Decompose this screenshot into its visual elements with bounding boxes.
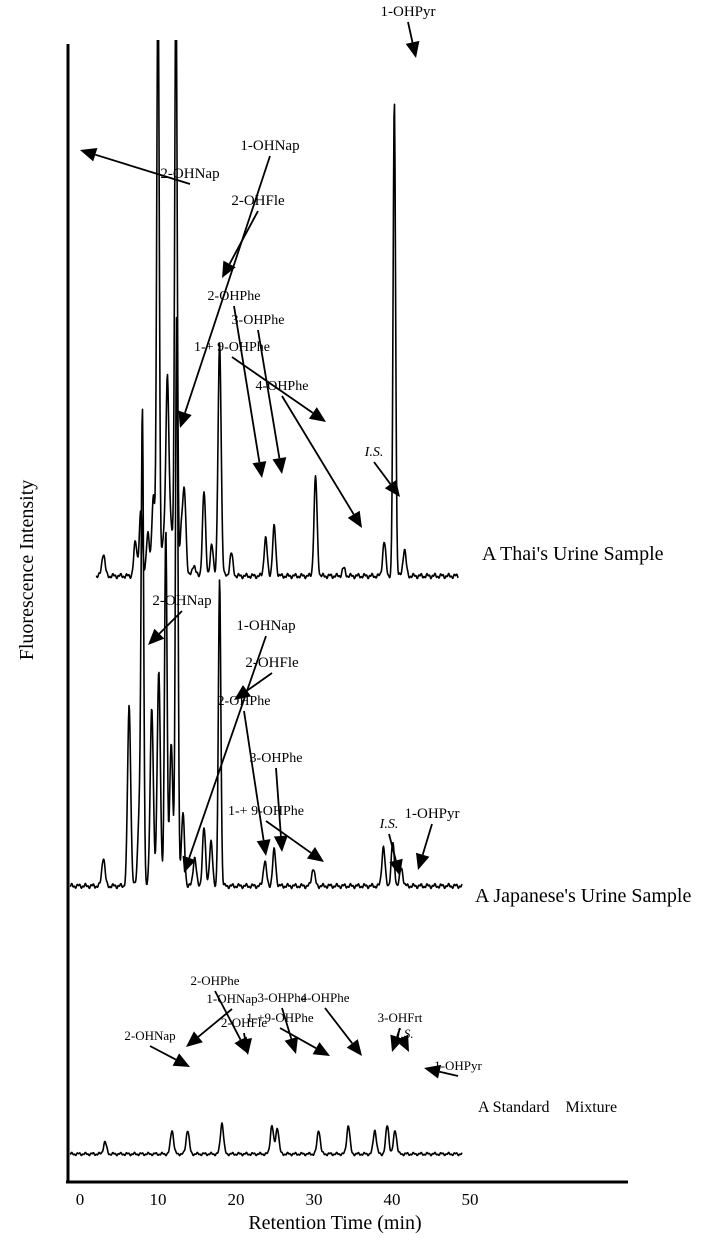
x-tick-label: 30 (306, 1190, 323, 1209)
annotation-label: 2-OHNap (152, 593, 211, 609)
series-label-japanese: A Japanese's Urine Sample (475, 885, 691, 907)
annotation-arrow-head (182, 855, 196, 873)
annotation-label: 1-OHNap (236, 618, 295, 634)
annotation-arrow-head (416, 852, 430, 870)
annotation-arrow-head (252, 461, 267, 478)
x-tick-label: 20 (228, 1190, 245, 1209)
annotation-label: 2-OHFle (231, 193, 285, 209)
annotation-arrow-line (214, 990, 242, 1041)
annotation-label: 2-OHPhe (218, 694, 271, 709)
annotation-arrow-line (388, 833, 397, 861)
annotation-arrow-line (265, 820, 312, 854)
trace-layer (69, 40, 463, 1157)
annotation-label: 2-OHPhe (190, 973, 239, 988)
annotation-arrow-line (243, 710, 265, 841)
y-axis-title: Fluorescence Intensity (16, 480, 38, 661)
annotation-label: 2-OHPhe (208, 289, 261, 304)
trace-line-2 (69, 1122, 463, 1157)
annotation-label: 1-OHNap (240, 138, 299, 154)
x-axis-title: Retention Time (min) (248, 1212, 421, 1234)
annotation-arrow-line (158, 610, 183, 635)
annotation-arrow-head (178, 410, 192, 428)
annotation-arrow-line (228, 210, 259, 265)
annotation-arrow-head (284, 1036, 298, 1054)
series-label-thai: A Thai's Urine Sample (482, 543, 664, 565)
annotation-label: 1-+ 9-OHPhe (194, 340, 270, 355)
annotation-arrow-head (256, 839, 271, 856)
annotation-arrow-line (233, 305, 261, 463)
annotation-label: 1-OHNap (206, 991, 257, 1006)
annotation-arrow-line (231, 356, 314, 414)
annotation-arrow-line (184, 155, 271, 414)
annotation-label: 1-OHPyr (381, 4, 436, 20)
annotation-arrow-head (148, 628, 165, 645)
annotation-arrow-head (306, 847, 324, 862)
annotation-arrow-head (347, 510, 362, 528)
annotation-arrow-line (373, 461, 392, 485)
annotation-arrow-head (234, 1036, 248, 1054)
annotation-arrow-line (324, 1007, 353, 1044)
annotation-label: 1-OHPyr (434, 1058, 482, 1073)
annotation-arrow-head (389, 858, 403, 876)
annotation-layer: 2-OHNap 1-OHNap 2-OHFle 2-OHPhe 3-OHPhe 1-+ 9… (80, 4, 482, 1079)
annotation-label: 1-+ 9-OHPhe (228, 804, 304, 819)
annotation-arrow-line (188, 635, 267, 859)
annotation-label: I.S. (395, 1026, 413, 1041)
annotation-arrow-head (172, 1053, 190, 1067)
x-tick-layer: 0 10 20 30 40 50 (76, 1190, 479, 1209)
annotation-label: 4-OHPhe (300, 990, 349, 1005)
annotation-label: 3-OHPhe (250, 751, 303, 766)
x-tick-label: 10 (150, 1190, 167, 1209)
annotation-label: 3-OHPhe (257, 990, 306, 1005)
annotation-arrow-line (396, 1027, 401, 1038)
annotation-arrow-head (308, 407, 326, 422)
annotation-arrow-line (281, 395, 355, 515)
annotation-arrow-line (407, 21, 414, 43)
annotation-label: 1-OHPyr (405, 806, 460, 822)
annotation-label: 2-OHNap (124, 1028, 175, 1043)
annotation-arrow-head (273, 835, 288, 852)
trace-line-0 (95, 40, 459, 580)
annotation-arrow-head (346, 1039, 362, 1056)
annotation-arrow-head (234, 685, 252, 700)
annotation-arrow-line (439, 1070, 459, 1077)
annotation-arrow-head (312, 1042, 330, 1056)
annotation-arrow-head (395, 1034, 409, 1052)
annotation-label: 2-OHFle (245, 655, 299, 671)
annotation-arrow-head (186, 1031, 203, 1047)
annotation-arrow-line (421, 823, 433, 855)
annotation-arrow-line (149, 1045, 177, 1061)
annotation-arrow-line (275, 767, 282, 837)
annotation-arrow-head (272, 457, 287, 474)
annotation-arrow-line (279, 1027, 317, 1049)
series-label-standard: A Standard Mixture (478, 1099, 617, 1116)
annotation-label: I.S. (379, 817, 399, 832)
annotation-arrow-line (257, 329, 281, 459)
annotation-arrow-head (405, 40, 420, 58)
x-tick-label: 0 (76, 1190, 85, 1209)
annotation-label: 3-OHFrt (378, 1010, 423, 1025)
annotation-label: 3-OHPhe (232, 313, 285, 328)
annotation-arrow-head (384, 480, 400, 497)
annotation-label: 4-OHPhe (256, 379, 309, 394)
annotation-label: I.S. (364, 445, 384, 460)
annotation-arrow-head (222, 260, 236, 278)
x-tick-label: 50 (462, 1190, 479, 1209)
annotation-arrow-head (424, 1064, 442, 1079)
trace-line-1 (69, 316, 463, 890)
annotation-arrow-line (95, 153, 191, 185)
annotation-arrow-head (80, 148, 98, 162)
annotation-label: 1-+9-OHPhe (246, 1010, 313, 1025)
annotation-arrow-line (246, 672, 273, 692)
annotation-label: 2-OHNap (160, 166, 219, 182)
x-tick-label: 40 (384, 1190, 401, 1209)
